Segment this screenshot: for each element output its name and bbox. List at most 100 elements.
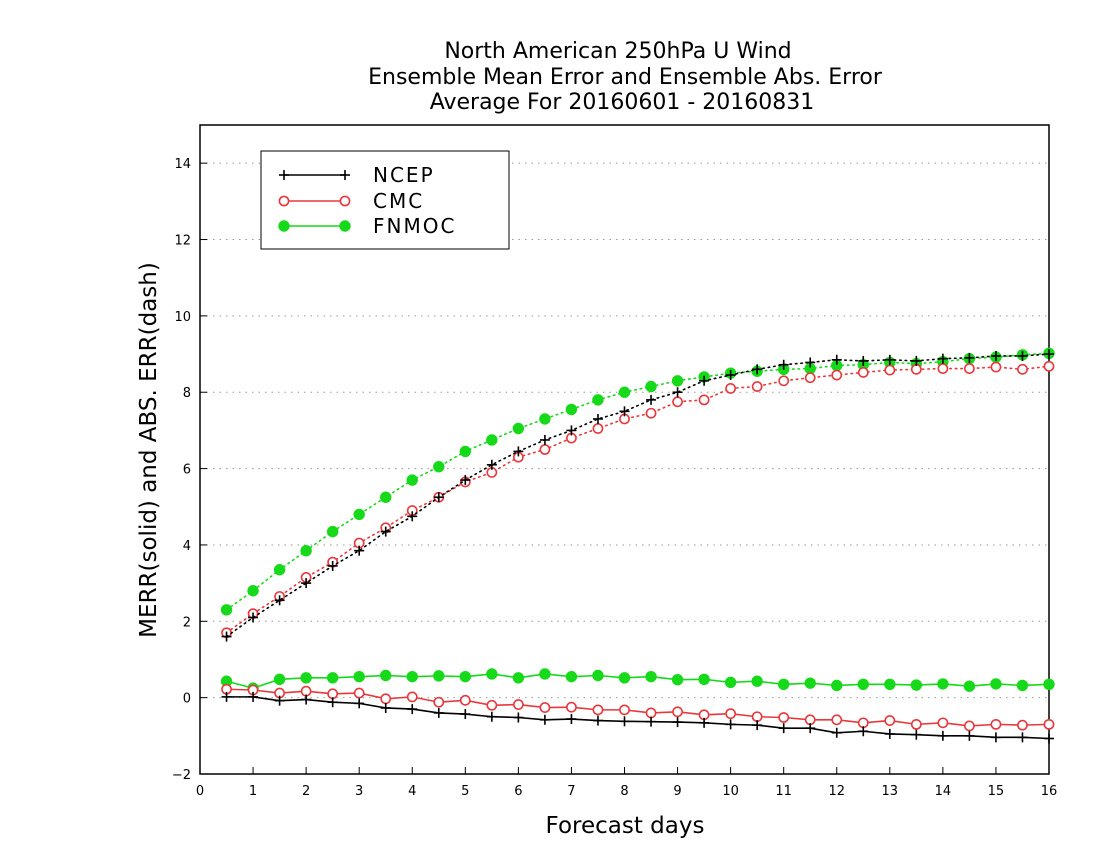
ncep-merr-point <box>354 698 365 709</box>
ncep-merr-point <box>301 694 312 705</box>
cmc-merr-point <box>645 707 657 719</box>
ncep-merr-point <box>990 732 1001 743</box>
fnmoc-merr-point <box>406 670 418 683</box>
fnmoc-abs-err-point <box>565 403 578 416</box>
ncep-abs-err-point <box>778 359 789 370</box>
ncep-merr-point <box>539 714 550 725</box>
ncep-abs-err-point <box>1017 350 1028 361</box>
ncep-abs-err-point <box>884 354 895 365</box>
y-tick-label: 6 <box>183 463 191 478</box>
ncep-abs-err-point <box>805 357 816 368</box>
fnmoc-abs-err-point <box>433 460 445 473</box>
ncep-merr-point <box>592 715 603 726</box>
x-tick-label: 5 <box>461 784 469 799</box>
ncep-merr-point <box>566 714 577 725</box>
x-tick-label: 6 <box>514 784 522 799</box>
ncep-merr-point <box>513 712 524 723</box>
x-tick-label: 0 <box>196 784 204 799</box>
cmc-merr-point <box>353 687 365 699</box>
y-axis-label: MERR(solid) and ABS. ERR(dash) <box>136 262 162 638</box>
fnmoc-merr-point <box>884 678 896 690</box>
ncep-merr-point <box>831 727 842 738</box>
fnmoc-merr-point <box>273 673 286 686</box>
cmc-merr-point <box>512 699 524 710</box>
cmc-merr-point <box>1017 719 1028 731</box>
cmc-abs-err-point <box>804 372 816 384</box>
ncep-merr-point <box>964 730 975 741</box>
fnmoc-abs-err-point <box>486 434 498 446</box>
cmc-merr-point <box>380 693 392 705</box>
fnmoc-merr-point <box>804 677 816 689</box>
cmc-merr-point <box>592 704 604 716</box>
cmc-merr-point <box>459 694 471 706</box>
title-line-3: Average For 20160601 - 20160831 <box>430 90 815 115</box>
x-tick-label: 9 <box>673 784 681 799</box>
ncep-abs-err-point <box>752 364 763 375</box>
fnmoc-abs-err-point <box>459 445 472 458</box>
cmc-abs-err-point <box>725 383 737 394</box>
series-cmc <box>221 360 1055 732</box>
cmc-merr-point <box>884 715 896 726</box>
x-tick-label: 8 <box>620 784 628 799</box>
y-tick-label: 0 <box>183 692 191 707</box>
cmc-merr-point <box>751 711 763 723</box>
fnmoc-merr-point <box>592 669 604 682</box>
ncep-merr-point <box>274 695 285 706</box>
cmc-merr-point <box>433 696 445 708</box>
fnmoc-abs-err-point <box>671 375 684 387</box>
legend-label-ncep: NCEP <box>373 163 435 187</box>
fnmoc-merr-point <box>698 673 710 686</box>
fnmoc-abs-err-point <box>353 508 365 521</box>
cmc-merr-point <box>725 708 737 720</box>
fnmoc-abs-err-point <box>539 413 551 425</box>
fnmoc-merr-point <box>910 679 923 691</box>
cmc-abs-err-point <box>539 444 551 455</box>
fnmoc-abs-err-point <box>273 564 286 576</box>
cmc-abs-err-point <box>884 364 896 376</box>
fnmoc-abs-err-point <box>220 604 233 616</box>
fnmoc-merr-point <box>857 678 869 690</box>
cmc-abs-err-point <box>698 394 710 406</box>
ncep-abs-err-point <box>301 578 312 589</box>
cmc-abs-err-point <box>778 375 790 387</box>
ncep-abs-err-point <box>566 425 577 436</box>
ncep-abs-err-point <box>672 387 683 398</box>
cmc-merr-point <box>804 714 816 726</box>
cmc-abs-err-point <box>645 407 657 419</box>
fnmoc-abs-err-point <box>645 380 657 393</box>
ncep-abs-err-point <box>274 595 285 606</box>
ncep-merr-point <box>1044 733 1054 744</box>
x-tick-label: 1 <box>249 784 257 799</box>
x-tick-label: 4 <box>408 784 416 799</box>
x-tick-label: 7 <box>567 784 575 799</box>
fnmoc-merr-point <box>1043 678 1055 690</box>
cmc-merr-point <box>539 702 551 713</box>
fnmoc-merr-point <box>751 675 763 687</box>
y-tick-label: 8 <box>183 386 191 401</box>
y-tick-label: 10 <box>174 310 191 325</box>
fnmoc-merr-point <box>990 678 1002 690</box>
ncep-abs-err-point <box>380 526 391 537</box>
ncep-merr-point <box>884 728 895 739</box>
series-layer <box>220 347 1055 744</box>
x-tick-label: 11 <box>775 784 792 799</box>
cmc-abs-err-point <box>937 363 949 374</box>
x-tick-label: 16 <box>1041 784 1058 799</box>
cmc-merr-point <box>300 685 312 697</box>
ncep-abs-err-point <box>937 353 948 364</box>
ncep-abs-err-point <box>831 354 842 365</box>
ncep-abs-err-point <box>513 446 524 457</box>
fnmoc-merr-point <box>777 678 790 690</box>
fnmoc-abs-err-point <box>247 585 259 597</box>
x-tick-label: 15 <box>988 784 1005 799</box>
x-tick-label: 13 <box>882 784 899 799</box>
cmc-abs-err-point <box>592 423 604 434</box>
cmc-abs-err-point <box>831 369 843 381</box>
ncep-merr-point <box>858 726 869 737</box>
ncep-merr-point <box>672 717 683 728</box>
fnmoc-abs-err-point <box>406 474 418 486</box>
fnmoc-merr-point <box>353 670 365 683</box>
cmc-abs-err-point <box>1043 360 1055 372</box>
ncep-merr-point <box>327 697 338 708</box>
